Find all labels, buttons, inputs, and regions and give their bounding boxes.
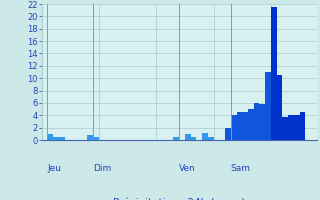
Bar xyxy=(208,137,214,140)
Bar xyxy=(202,133,208,140)
Bar xyxy=(93,137,99,140)
Text: Dim: Dim xyxy=(93,164,111,173)
Bar xyxy=(47,134,53,140)
Bar xyxy=(236,112,242,140)
Bar xyxy=(87,135,93,140)
Bar xyxy=(260,104,265,140)
Bar xyxy=(277,75,282,140)
Bar xyxy=(185,134,191,140)
Bar xyxy=(265,72,271,140)
Bar xyxy=(225,128,231,140)
Bar xyxy=(231,115,236,140)
Text: Sam: Sam xyxy=(231,164,251,173)
Bar xyxy=(271,7,277,140)
Bar xyxy=(248,109,254,140)
Bar xyxy=(242,112,248,140)
Bar xyxy=(254,103,260,140)
Bar xyxy=(288,115,294,140)
Bar xyxy=(173,137,179,140)
Bar xyxy=(191,137,196,140)
Bar xyxy=(294,115,300,140)
Bar xyxy=(300,112,305,140)
Bar xyxy=(53,137,59,140)
Bar xyxy=(282,117,288,140)
Text: Précipitations 24h ( mm ): Précipitations 24h ( mm ) xyxy=(113,197,245,200)
Text: Ven: Ven xyxy=(179,164,196,173)
Bar xyxy=(59,137,65,140)
Text: Jeu: Jeu xyxy=(47,164,61,173)
